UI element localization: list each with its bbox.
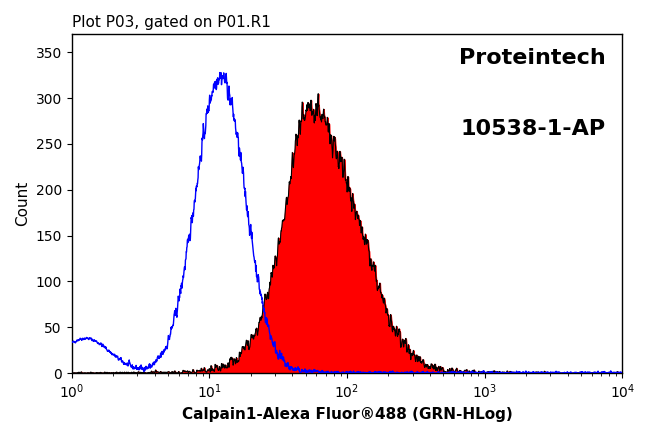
Text: Proteintech: Proteintech [459,48,606,67]
Text: Plot P03, gated on P01.R1: Plot P03, gated on P01.R1 [72,15,270,30]
Text: 10538-1-AP: 10538-1-AP [461,119,606,139]
Y-axis label: Count: Count [15,181,30,226]
X-axis label: Calpain1-Alexa Fluor®488 (GRN-HLog): Calpain1-Alexa Fluor®488 (GRN-HLog) [181,407,512,422]
